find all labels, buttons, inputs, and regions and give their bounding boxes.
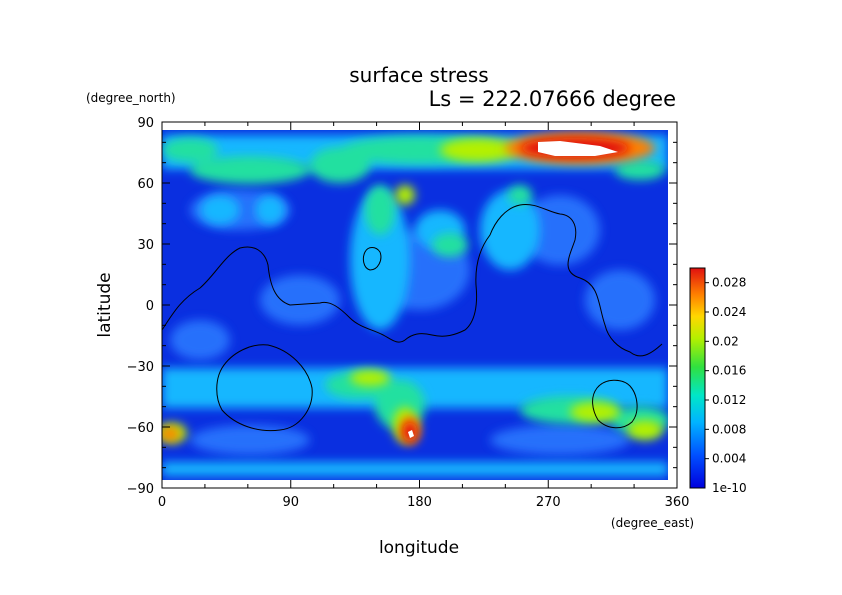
y-tick-label: −90 [127,482,154,497]
x-tick-label: 270 [536,495,561,510]
y-axis: 90 60 30 0 −30 −60 −90 [127,116,677,497]
contour-main [162,203,663,357]
saturated-spot [408,430,414,438]
x-axis: 0 90 180 270 360 [158,122,690,510]
x-unit-label: (degree_east) [611,516,694,530]
y-tick-label: 0 [146,299,154,314]
heatmap-field [162,130,668,480]
contour-basin-east [592,379,638,429]
colorbar-gradient [689,267,706,489]
y-axis-label: latitude [95,272,115,337]
colorbar-min-label: 1e-10 [712,481,747,495]
colorbar-tick-label: 0.012 [712,393,746,407]
x-tick-label: 360 [665,495,690,510]
chart-subtitle: Ls = 222.07666 degree [429,87,676,111]
x-tick-label: 0 [158,495,166,510]
y-tick-label: 30 [137,238,154,253]
y-unit-label: (degree_north) [86,91,176,105]
colorbar: 0.004 0.008 0.012 0.016 0.02 0.024 0.028 1e-10 [689,267,747,495]
x-tick-label: 90 [282,495,299,510]
colorbar-tick-label: 0.016 [712,364,746,378]
y-tick-label: 60 [137,177,154,192]
colorbar-ticks: 0.004 0.008 0.012 0.016 0.02 0.024 0.028 [705,276,746,466]
contours [162,203,663,432]
y-tick-label: −60 [127,421,154,436]
colorbar-tick-label: 0.024 [712,305,746,319]
colorbar-tick-label: 0.008 [712,422,746,436]
contour-island [362,247,382,271]
saturated-region [538,141,618,156]
chart-title: surface stress [349,63,488,87]
x-tick-label: 180 [407,495,432,510]
contour-basin-west [216,344,313,432]
colorbar-tick-label: 0.02 [712,334,739,348]
y-tick-label: 90 [137,116,154,131]
y-tick-label: −30 [127,360,154,375]
colorbar-tick-label: 0.004 [712,452,746,466]
x-axis-label: longitude [379,538,459,558]
colorbar-tick-label: 0.028 [712,276,746,290]
